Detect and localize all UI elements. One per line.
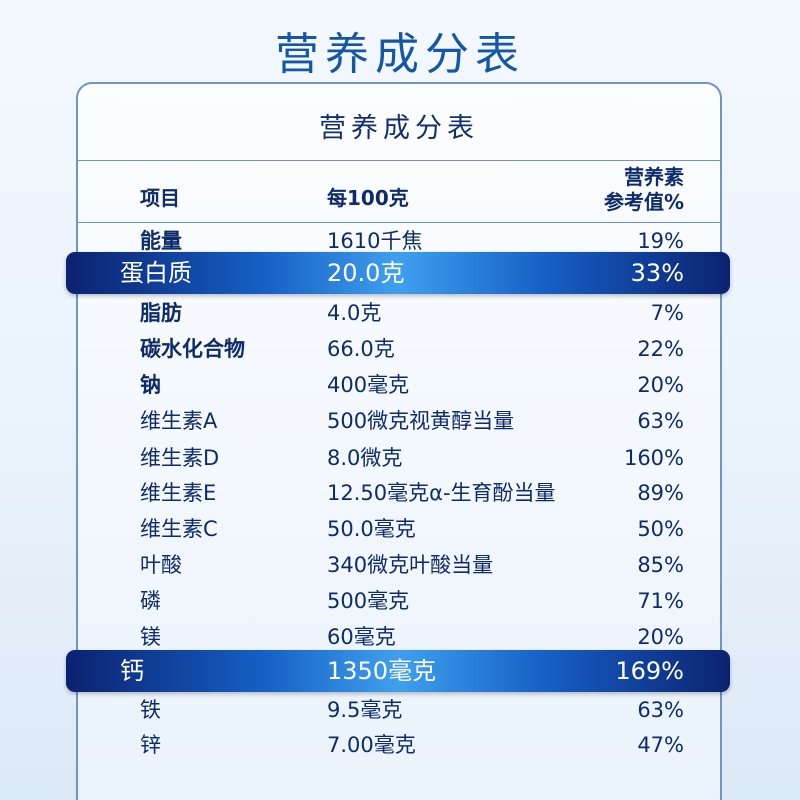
page-title: 营养成分表 [275,29,525,80]
nutrient-nrv: 33% [630,259,684,287]
nutrient-amount: 340微克叶酸当量 [327,553,494,577]
nutrient-amount: 4.0克 [327,301,382,325]
nutrient-amount: 1610千焦 [327,229,423,253]
nutrient-nrv: 20% [637,625,684,649]
nutrient-amount: 1350毫克 [327,657,437,685]
nutrient-nrv: 20% [637,373,684,397]
nutrient-amount: 12.50毫克α-生育酚当量 [327,481,556,505]
nutrient-name: 能量 [140,229,182,253]
table-row: 碳水化合物 66.0克 22% [0,331,800,367]
nutrient-nrv: 85% [637,553,684,577]
nutrient-name: 锌 [140,733,161,757]
nutrient-amount: 500毫克 [327,589,410,613]
table-row-highlighted: 蛋白质 20.0克 33% [66,252,730,294]
table-row: 能量 1610千焦 19% [0,223,800,259]
table-row: 叶酸 340微克叶酸当量 85% [0,547,800,583]
title-divider [78,160,720,161]
table-row: 维生素E 12.50毫克α-生育酚当量 89% [0,475,800,511]
nutrient-name: 铁 [140,698,161,722]
table-row: 钠 400毫克 20% [0,367,800,403]
table-row: 维生素C 50.0毫克 50% [0,511,800,547]
nutrient-nrv: 71% [637,589,684,613]
nutrient-name: 叶酸 [140,553,182,577]
nutrient-nrv: 47% [637,733,684,757]
nutrient-amount: 400毫克 [327,373,410,397]
nutrient-amount: 8.0微克 [327,446,403,470]
table-header: 项目 每100克 营养素 参考值% [0,160,800,220]
nutrient-nrv: 7% [650,301,684,325]
nutrient-name: 钠 [140,373,161,397]
nutrient-nrv: 89% [637,481,684,505]
table-row: 镁 60毫克 20% [0,619,800,655]
nutrient-name: 维生素E [140,481,217,505]
nutrient-amount: 66.0克 [327,337,395,361]
nutrient-name: 脂肪 [140,301,182,325]
table-row-highlighted: 钙 1350毫克 169% [66,650,730,692]
table-row: 脂肪 4.0克 7% [0,295,800,331]
header-nrv-line1: 营养素 [624,165,684,189]
nutrient-amount: 9.5毫克 [327,698,403,722]
nutrient-name: 碳水化合物 [140,337,245,361]
nutrient-nrv: 63% [637,698,684,722]
nutrient-amount: 50.0毫克 [327,517,416,541]
header-nrv-line2: 参考值% [603,190,684,214]
nutrient-name: 镁 [140,625,161,649]
nutrient-nrv: 169% [615,657,684,685]
nutrient-name: 钙 [120,657,144,685]
table-row: 铁 9.5毫克 63% [0,692,800,728]
nutrient-name: 维生素C [140,517,218,541]
header-item: 项目 [140,186,180,210]
nutrient-name: 维生素D [140,446,220,470]
table-row: 维生素A 500微克视黄醇当量 63% [0,403,800,439]
table-title: 营养成分表 [319,113,479,144]
header-nrv: 营养素 参考值% [580,165,684,215]
table-row: 锌 7.00毫克 47% [0,727,800,763]
nutrient-nrv: 19% [637,229,684,253]
table-row: 磷 500毫克 71% [0,583,800,619]
nutrient-nrv: 160% [623,446,684,470]
nutrient-name: 维生素A [140,409,218,433]
nutrient-name: 蛋白质 [120,259,192,287]
nutrient-nrv: 50% [637,517,684,541]
nutrient-name: 磷 [140,589,161,613]
header-per-100g: 每100克 [327,186,409,210]
table-row: 维生素D 8.0微克 160% [0,440,800,476]
nutrient-nrv: 63% [637,409,684,433]
header-divider [76,222,722,223]
nutrient-amount: 20.0克 [327,259,405,287]
nutrient-amount: 7.00毫克 [327,733,416,757]
nutrient-amount: 60毫克 [327,625,396,649]
nutrient-amount: 500微克视黄醇当量 [327,409,515,433]
nutrient-nrv: 22% [637,337,684,361]
